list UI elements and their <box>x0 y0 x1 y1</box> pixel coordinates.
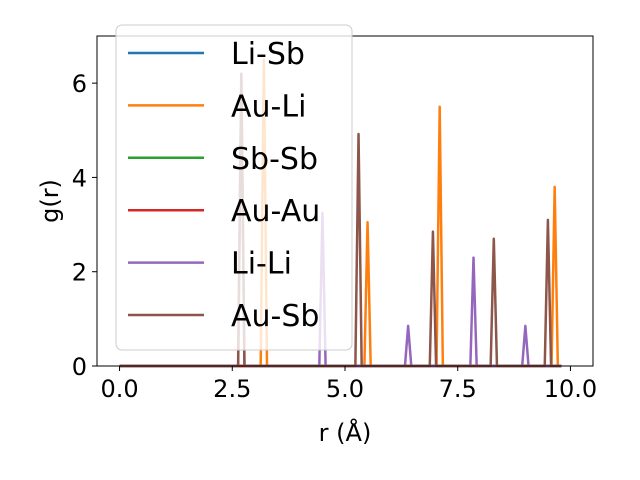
y-tick-label: 0 <box>72 353 87 381</box>
x-tick-label: 2.5 <box>213 375 251 403</box>
legend-label: Li-Li <box>231 247 292 282</box>
x-ticks: 0.0 2.5 5.0 7.5 10.0 <box>100 366 597 403</box>
legend-label: Sb-Sb <box>231 142 318 177</box>
legend-label: Au-Li <box>231 89 306 124</box>
y-tick-label: 2 <box>72 259 87 287</box>
x-tick-label: 10.0 <box>544 375 597 403</box>
y-axis-label: g(r) <box>36 179 64 223</box>
y-tick-label: 4 <box>72 164 87 192</box>
legend-label: Au-Sb <box>231 299 319 334</box>
legend-label: Li-Sb <box>231 37 305 72</box>
x-axis-label: r (Å) <box>319 418 372 447</box>
y-tick-label: 6 <box>72 70 87 98</box>
legend-label: Au-Au <box>231 194 320 229</box>
x-tick-label: 7.5 <box>439 375 477 403</box>
x-tick-label: 0.0 <box>100 375 138 403</box>
x-tick-label: 5.0 <box>326 375 364 403</box>
legend: Li-Sb Au-Li Sb-Sb Au-Au Li-Li Au-Sb <box>115 24 353 351</box>
y-ticks: 0 2 4 6 <box>72 70 97 381</box>
